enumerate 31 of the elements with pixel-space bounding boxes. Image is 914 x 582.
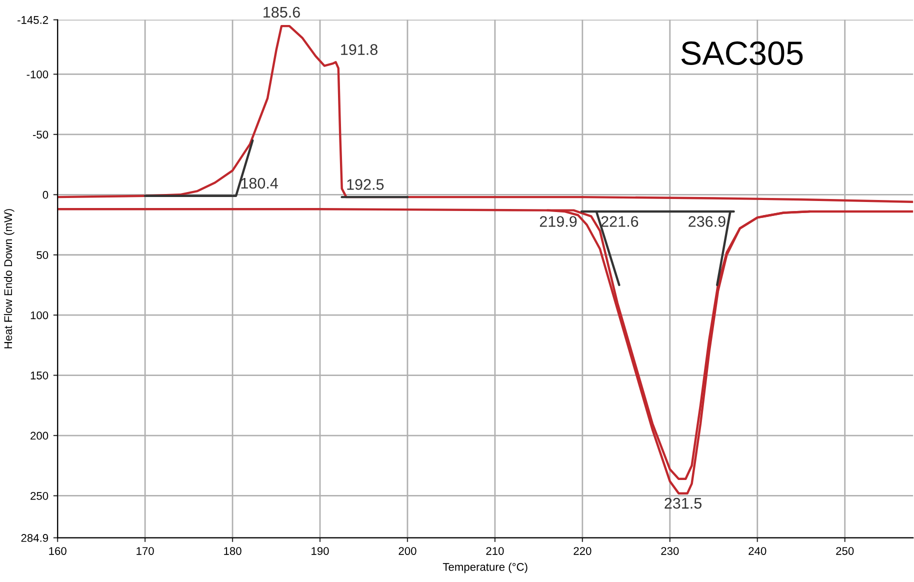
y-tick-label: 100 — [30, 311, 48, 320]
x-tick-label: 210 — [486, 547, 504, 555]
x-axis-title: Temperature (°C) — [442, 562, 528, 574]
y-tick-label: 150 — [30, 372, 48, 380]
y-axis-title: Heat Flow Endo Down (mW) — [4, 209, 14, 348]
annotation: 191.8 — [341, 44, 378, 55]
annotation: 236.9 — [688, 216, 726, 227]
x-tick-label: 180 — [224, 547, 242, 555]
y-tick-label: 250 — [30, 492, 48, 500]
annotation: 192.5 — [347, 179, 384, 190]
x-tick-label: 230 — [661, 547, 679, 555]
x-tick-label: 160 — [49, 547, 66, 555]
x-tick-label: 240 — [748, 547, 766, 555]
y-tick-label: 284.9 — [21, 534, 48, 542]
y-tick-label: 50 — [36, 251, 48, 260]
x-tick-label: 250 — [836, 547, 854, 555]
y-tick-label: -145.2 — [18, 16, 48, 24]
x-tick-label: 170 — [136, 547, 154, 555]
annotation: 219.9 — [540, 216, 577, 227]
annotation: 185.6 — [264, 6, 300, 18]
x-tick-label: 220 — [574, 547, 592, 555]
y-tick-label: 0 — [42, 190, 48, 199]
annotation: 231.5 — [664, 498, 702, 509]
y-tick-label: -100 — [26, 70, 48, 78]
y-tick-label: 200 — [30, 432, 48, 440]
annotation: 221.6 — [601, 216, 638, 227]
y-tick-label: -50 — [32, 130, 48, 139]
x-tick-label: 200 — [398, 547, 416, 555]
text: SAC305 — [681, 41, 803, 65]
annotation: 180.4 — [241, 178, 278, 189]
x-tick-label: 190 — [312, 547, 329, 555]
